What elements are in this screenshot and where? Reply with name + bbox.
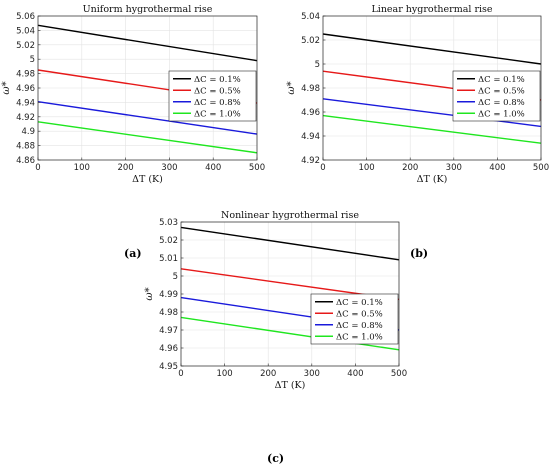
x-axis-label: ΔT (K) bbox=[132, 174, 163, 185]
legend-label-3: ΔC = 0.8% bbox=[194, 98, 241, 108]
y-axis-label: ω* bbox=[144, 287, 155, 300]
y-tick-label: 4.94 bbox=[16, 98, 35, 108]
x-tick-label: 300 bbox=[161, 163, 177, 173]
x-tick-label: 100 bbox=[216, 369, 232, 379]
caption-c: (c) bbox=[267, 452, 285, 465]
y-tick-label: 4.98 bbox=[159, 308, 178, 318]
x-axis-label: ΔT (K) bbox=[417, 174, 448, 185]
caption-b: (b) bbox=[410, 247, 429, 260]
y-tick-label: 5.02 bbox=[301, 36, 320, 46]
legend-label-4: ΔC = 1.0% bbox=[336, 332, 383, 342]
y-tick-label: 4.99 bbox=[159, 290, 178, 300]
y-tick-label: 4.96 bbox=[159, 344, 178, 354]
x-tick-label: 100 bbox=[358, 163, 374, 173]
x-tick-label: 400 bbox=[347, 369, 363, 379]
legend-label-2: ΔC = 0.5% bbox=[194, 86, 241, 96]
x-tick-label: 200 bbox=[117, 163, 133, 173]
legend-label-4: ΔC = 1.0% bbox=[478, 109, 525, 119]
y-tick-label: 5 bbox=[315, 60, 320, 70]
y-tick-label: 5.02 bbox=[16, 41, 35, 51]
series-line-1 bbox=[37, 24, 258, 62]
chart-title: Linear hygrothermal rise bbox=[371, 4, 492, 15]
x-tick-label: 500 bbox=[391, 369, 407, 379]
y-tick-label: 5.04 bbox=[16, 26, 35, 36]
legend-label-4: ΔC = 1.0% bbox=[194, 109, 241, 119]
x-tick-label: 300 bbox=[304, 369, 320, 379]
y-tick-label: 5.04 bbox=[301, 12, 320, 22]
y-tick-label: 4.96 bbox=[16, 84, 35, 94]
x-tick-label: 400 bbox=[205, 163, 221, 173]
y-tick-label: 4.97 bbox=[159, 326, 178, 336]
chart-title: Nonlinear hygrothermal rise bbox=[221, 210, 359, 221]
legend-label-1: ΔC = 0.1% bbox=[336, 298, 383, 308]
legend-label-3: ΔC = 0.8% bbox=[336, 321, 383, 331]
x-axis-label: ΔT (K) bbox=[275, 380, 306, 391]
y-tick-label: 5.06 bbox=[16, 12, 35, 22]
y-tick-label: 5.03 bbox=[159, 218, 178, 228]
series-line-1 bbox=[322, 33, 542, 65]
series-line-4 bbox=[322, 114, 542, 144]
y-tick-label: 5.02 bbox=[159, 236, 178, 246]
series-line-4 bbox=[180, 316, 400, 351]
y-tick-label: 4.94 bbox=[301, 132, 320, 142]
y-tick-label: 5 bbox=[30, 55, 35, 65]
legend-label-1: ΔC = 0.1% bbox=[194, 75, 241, 85]
series-line-1 bbox=[180, 226, 400, 261]
x-tick-label: 400 bbox=[489, 163, 505, 173]
y-tick-label: 5 bbox=[173, 272, 178, 282]
x-tick-label: 0 bbox=[178, 369, 183, 379]
x-tick-label: 0 bbox=[320, 163, 325, 173]
x-tick-label: 200 bbox=[260, 369, 276, 379]
x-tick-label: 500 bbox=[533, 163, 549, 173]
x-tick-label: 500 bbox=[249, 163, 265, 173]
caption-a: (a) bbox=[124, 247, 142, 260]
series-line-4 bbox=[37, 121, 258, 154]
y-axis-label: ω* bbox=[1, 81, 12, 94]
x-tick-label: 0 bbox=[35, 163, 40, 173]
y-tick-label: 5.01 bbox=[159, 254, 178, 264]
y-tick-label: 4.86 bbox=[16, 156, 35, 166]
legend-label-2: ΔC = 0.5% bbox=[336, 309, 383, 319]
y-tick-label: 4.98 bbox=[16, 70, 35, 80]
legend: ΔC = 0.1%ΔC = 0.5% ΔC = 0.8%ΔC = 1.0% bbox=[310, 293, 399, 345]
y-tick-label: 4.96 bbox=[301, 108, 320, 118]
legend-label-1: ΔC = 0.1% bbox=[478, 75, 525, 85]
legend-label-3: ΔC = 0.8% bbox=[478, 98, 525, 108]
x-tick-label: 200 bbox=[402, 163, 418, 173]
y-tick-label: 4.9 bbox=[21, 127, 35, 137]
legend-label-2: ΔC = 0.5% bbox=[478, 86, 525, 96]
y-tick-label: 4.92 bbox=[16, 113, 35, 123]
series-line-3 bbox=[37, 100, 258, 135]
chart-3: 0 100 200 300 400 500 4.95 4.96 4.97 4.98 4.99 5 5.0… bbox=[144, 210, 407, 391]
y-tick-label: 4.92 bbox=[301, 156, 320, 166]
series-line-3 bbox=[322, 98, 542, 128]
x-tick-label: 300 bbox=[446, 163, 462, 173]
y-tick-label: 4.95 bbox=[159, 362, 178, 372]
chart-1: 0 100 200 300 400 500 4.86 4.88 4.9 4.92 4.94 4.96 4… bbox=[1, 4, 265, 185]
y-tick-label: 4.88 bbox=[16, 142, 35, 152]
chart-2: 0 100 200 300 400 500 4.92 4.94 4.96 4.98 5 5.02 5.0… bbox=[286, 4, 549, 185]
legend: ΔC = 0.1%ΔC = 0.5% ΔC = 0.8%ΔC = 1.0% bbox=[452, 70, 541, 122]
y-tick-label: 4.98 bbox=[301, 84, 320, 94]
y-axis-label: ω* bbox=[286, 81, 297, 94]
chart-title: Uniform hygrothermal rise bbox=[83, 4, 213, 15]
x-tick-label: 100 bbox=[74, 163, 90, 173]
legend: ΔC = 0.1%ΔC = 0.5% ΔC = 0.8%ΔC = 1.0% bbox=[168, 70, 257, 122]
